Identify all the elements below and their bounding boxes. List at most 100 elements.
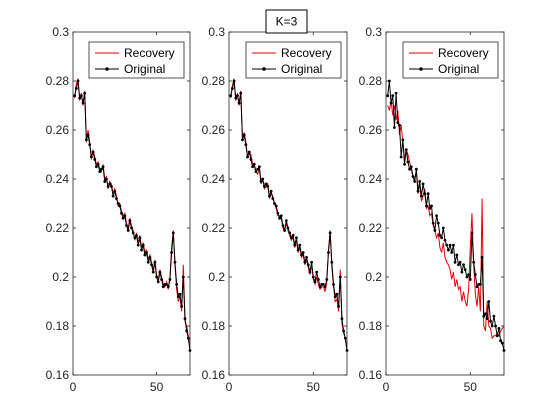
data-point-original bbox=[140, 248, 143, 252]
data-point-original bbox=[111, 194, 115, 198]
data-point-original bbox=[128, 219, 132, 223]
data-point-original bbox=[458, 260, 462, 264]
data-point-original bbox=[398, 123, 401, 127]
data-point-original bbox=[173, 260, 177, 264]
data-point-original bbox=[423, 192, 427, 196]
data-point-original bbox=[186, 336, 190, 340]
data-point-original bbox=[338, 275, 342, 279]
data-point-original bbox=[271, 197, 275, 201]
figure-title: K=3 bbox=[276, 15, 298, 29]
data-point-original bbox=[387, 79, 391, 83]
data-point-original bbox=[237, 101, 241, 105]
legend-marker-original bbox=[262, 67, 266, 71]
data-point-original bbox=[229, 94, 233, 98]
data-point-original bbox=[269, 189, 273, 193]
data-point-original bbox=[399, 155, 403, 159]
data-point-original bbox=[230, 86, 234, 90]
data-point-original bbox=[480, 256, 484, 259]
data-point-original bbox=[161, 285, 165, 289]
data-point-original bbox=[79, 94, 83, 98]
data-point-original bbox=[116, 202, 120, 205]
data-point-original bbox=[126, 229, 130, 232]
data-point-original bbox=[242, 133, 246, 137]
data-point-original bbox=[295, 236, 298, 240]
data-point-original bbox=[428, 207, 432, 210]
legend-label-original: Original bbox=[438, 62, 479, 76]
data-point-original bbox=[138, 236, 142, 240]
data-point-original bbox=[180, 305, 184, 308]
data-point-original bbox=[249, 158, 253, 161]
axes-box bbox=[228, 31, 348, 376]
data-point-original bbox=[131, 231, 135, 235]
data-point-original bbox=[101, 165, 105, 169]
y-tick-label: 0.18 bbox=[46, 319, 70, 333]
legend-label-recovery: Recovery bbox=[438, 46, 489, 60]
data-point-original bbox=[188, 349, 192, 352]
data-point-original bbox=[487, 300, 491, 303]
data-point-original bbox=[289, 236, 293, 240]
data-point-original bbox=[158, 270, 162, 274]
data-point-original bbox=[121, 216, 125, 220]
data-point-original bbox=[123, 214, 127, 218]
data-point-original bbox=[281, 224, 285, 227]
data-point-original bbox=[251, 165, 255, 169]
data-point-original bbox=[293, 243, 297, 247]
data-point-original bbox=[155, 275, 158, 279]
y-tick-label: 0.26 bbox=[202, 123, 226, 137]
data-point-original bbox=[450, 251, 454, 254]
data-point-original bbox=[411, 175, 415, 178]
data-point-original bbox=[259, 180, 263, 183]
data-point-original bbox=[106, 184, 110, 188]
data-point-original bbox=[288, 231, 292, 235]
data-point-original bbox=[332, 282, 335, 286]
data-point-original bbox=[489, 319, 492, 323]
data-point-original bbox=[315, 270, 319, 274]
data-point-original bbox=[296, 248, 300, 252]
data-point-original bbox=[89, 155, 93, 159]
data-point-original bbox=[416, 189, 420, 193]
data-point-original bbox=[418, 180, 422, 183]
data-point-original bbox=[445, 243, 449, 247]
data-point-original bbox=[254, 170, 258, 174]
legend-label-original: Original bbox=[281, 62, 322, 76]
y-tick-label: 0.26 bbox=[359, 123, 383, 137]
data-point-original bbox=[284, 219, 288, 223]
data-point-original bbox=[455, 253, 459, 257]
data-point-original bbox=[143, 253, 147, 257]
data-point-original bbox=[113, 189, 117, 193]
data-point-original bbox=[490, 324, 494, 328]
data-point-original bbox=[443, 238, 447, 242]
y-tick-label: 0.26 bbox=[46, 123, 70, 137]
subplot-right: 0.16 0.18 0.2 0.22 0.24 0.26 0.28 0.3 0 50 Recover… bbox=[359, 25, 506, 394]
data-point-original bbox=[278, 216, 281, 220]
data-point-original bbox=[440, 236, 444, 240]
data-point-original bbox=[333, 295, 337, 298]
y-tick-label: 0.28 bbox=[359, 74, 383, 88]
data-point-original bbox=[408, 167, 411, 171]
data-point-original bbox=[313, 280, 317, 284]
data-point-original bbox=[401, 138, 405, 142]
data-point-original bbox=[433, 229, 437, 232]
data-point-original bbox=[337, 305, 340, 308]
data-point-original bbox=[246, 155, 249, 159]
data-point-original bbox=[171, 231, 175, 235]
data-point-original bbox=[81, 101, 85, 105]
y-tick-label: 0.18 bbox=[359, 319, 383, 333]
y-tick-label: 0.16 bbox=[46, 368, 70, 382]
data-point-original bbox=[343, 336, 347, 340]
data-point-original bbox=[318, 285, 322, 289]
data-point-original bbox=[335, 292, 339, 296]
data-point-original bbox=[453, 260, 457, 264]
legend-box bbox=[245, 41, 342, 79]
data-point-original bbox=[303, 260, 307, 264]
x-tick-label: 50 bbox=[307, 380, 321, 394]
data-point-original bbox=[446, 248, 450, 252]
data-point-original bbox=[420, 194, 423, 198]
legend-box bbox=[88, 41, 185, 79]
data-point-original bbox=[403, 162, 406, 166]
x-tick-label: 50 bbox=[150, 380, 164, 394]
data-point-original bbox=[470, 231, 474, 235]
data-point-original bbox=[495, 334, 499, 338]
data-point-original bbox=[115, 197, 118, 201]
data-point-original bbox=[133, 236, 137, 240]
